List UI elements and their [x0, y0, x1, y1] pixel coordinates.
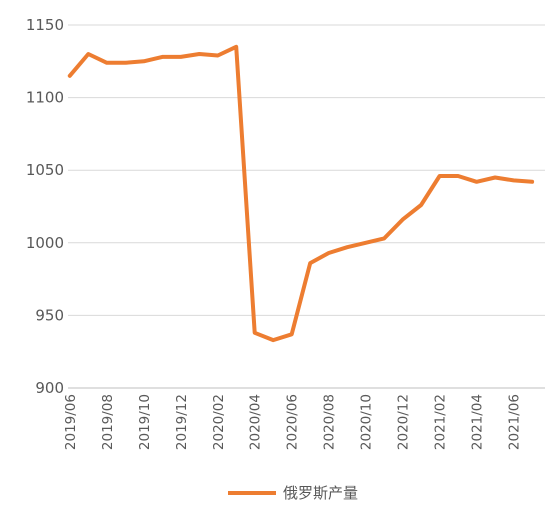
y-tick-label: 1000 — [26, 234, 64, 252]
y-tick-label: 900 — [35, 379, 64, 397]
legend-label: 俄罗斯产量 — [283, 484, 358, 502]
y-tick-label: 1150 — [26, 16, 64, 34]
series-line — [67, 44, 535, 343]
x-tick-label: 2021/02 — [433, 394, 449, 450]
y-tick-label: 1100 — [26, 89, 64, 107]
x-tick-label: 2019/08 — [100, 394, 116, 450]
x-tick-label: 2019/12 — [174, 394, 190, 450]
x-tick-label: 2020/10 — [359, 394, 375, 450]
x-axis-ticks: 2019/06 2019/08 2019/10 2019/12 2020/02 2020/… — [63, 394, 523, 450]
x-tick-label: 2020/04 — [248, 394, 264, 450]
x-tick-label: 2020/08 — [322, 394, 338, 450]
y-axis-ticks: 900 950 1000 1050 1100 1150 — [26, 16, 64, 397]
x-tick-label: 2019/06 — [63, 394, 79, 450]
x-tick-label: 2020/02 — [211, 394, 227, 450]
y-tick-label: 1050 — [26, 161, 64, 179]
y-tick-label: 950 — [35, 306, 64, 324]
x-tick-label: 2021/06 — [507, 394, 523, 450]
gridlines — [68, 24, 545, 389]
x-tick-label: 2019/10 — [137, 394, 153, 450]
x-tick-label: 2020/06 — [285, 394, 301, 450]
legend: 俄罗斯产量 — [228, 484, 358, 502]
x-tick-label: 2021/04 — [470, 394, 486, 450]
x-tick-label: 2020/12 — [396, 394, 412, 450]
